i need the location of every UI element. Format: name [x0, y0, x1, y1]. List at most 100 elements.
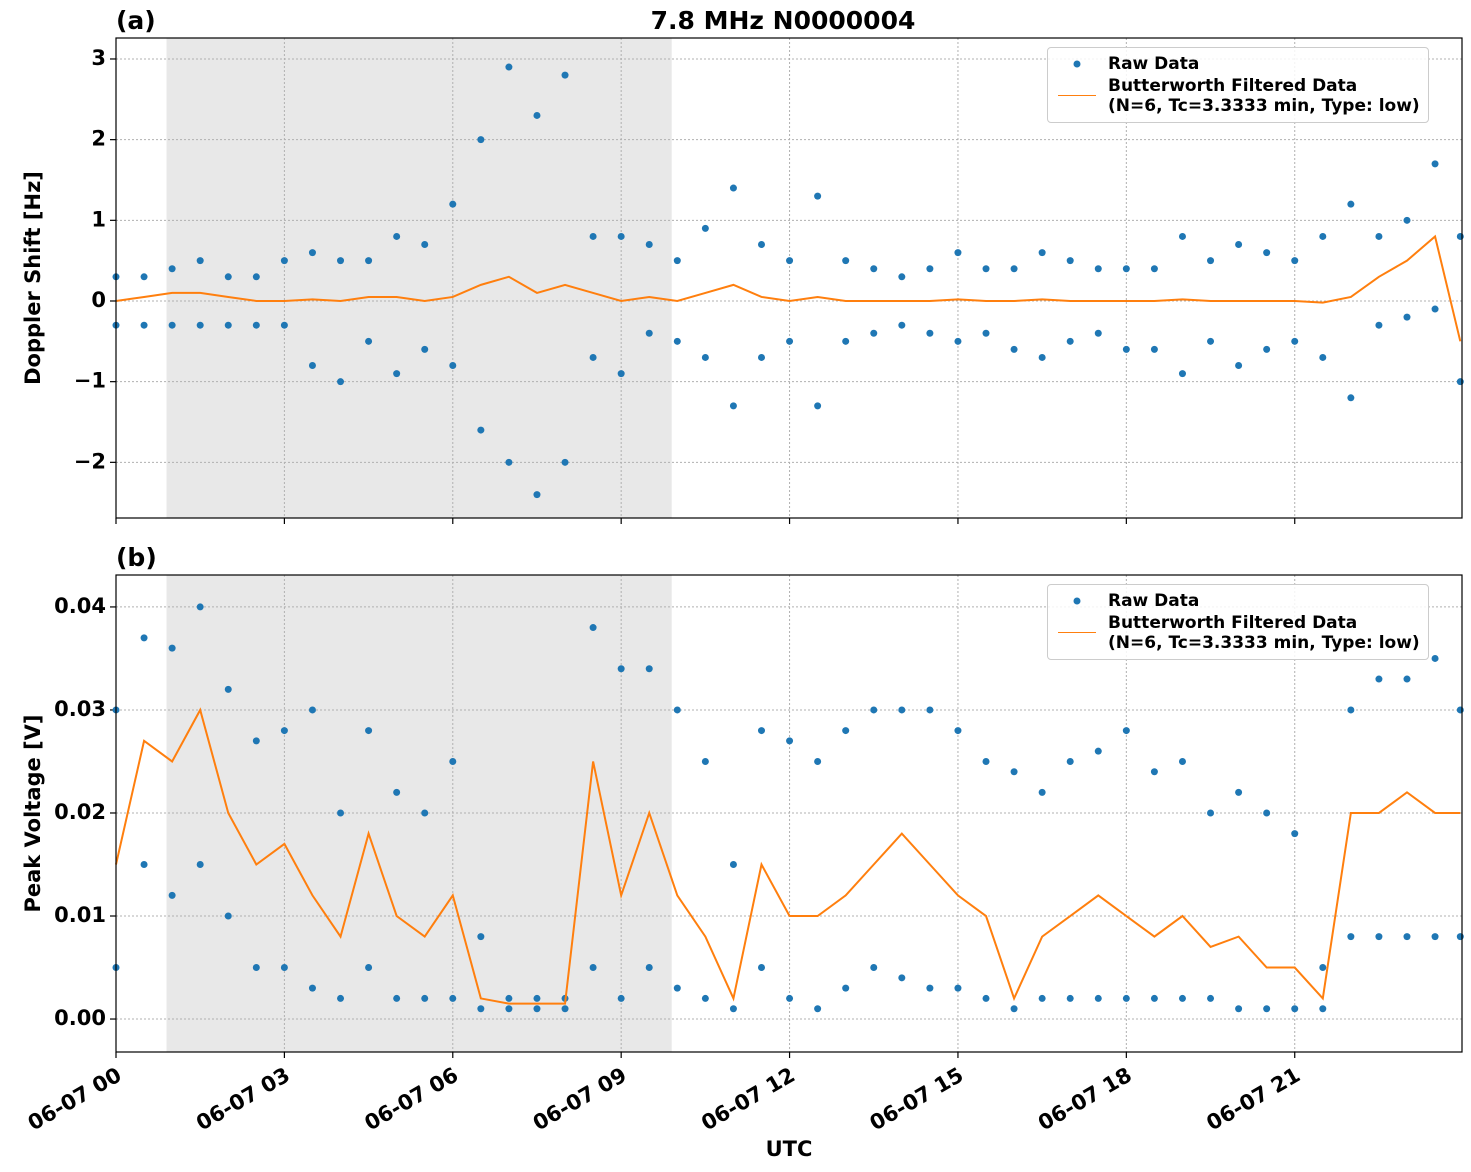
raw-point [673, 984, 681, 992]
raw-point [337, 257, 345, 265]
raw-point [1066, 257, 1074, 265]
raw-point [701, 353, 709, 361]
raw-point [308, 984, 316, 992]
raw-point [1375, 321, 1383, 329]
raw-point [252, 273, 260, 281]
raw-point [1010, 1005, 1018, 1013]
legend-label: Raw Data [1108, 591, 1200, 611]
raw-point [617, 370, 625, 378]
raw-point [1235, 241, 1243, 249]
raw-point [252, 737, 260, 745]
raw-point [477, 136, 485, 144]
y-tick-label: −2 [74, 449, 106, 473]
raw-point [1207, 257, 1215, 265]
raw-point [1456, 378, 1464, 386]
raw-point [224, 273, 232, 281]
raw-point [814, 402, 822, 410]
raw-point [365, 727, 373, 735]
raw-point [954, 337, 962, 345]
raw-point [421, 241, 429, 249]
raw-point [168, 321, 176, 329]
raw-point [898, 273, 906, 281]
raw-point [1319, 232, 1327, 240]
raw-point [589, 232, 597, 240]
raw-point [1263, 249, 1271, 257]
raw-point [842, 257, 850, 265]
raw-point [280, 321, 288, 329]
raw-point [729, 860, 737, 868]
raw-point [589, 353, 597, 361]
raw-point [757, 727, 765, 735]
raw-point [786, 994, 794, 1002]
raw-point [1291, 337, 1299, 345]
raw-point [365, 337, 373, 345]
chart-title: 7.8 MHz N0000004 [651, 6, 916, 35]
legend-swatch [1058, 632, 1096, 633]
raw-point [757, 353, 765, 361]
raw-point [1291, 1005, 1299, 1013]
raw-point [1403, 216, 1411, 224]
raw-point [1094, 994, 1102, 1002]
raw-point [196, 860, 204, 868]
plot-area [112, 603, 1464, 1013]
raw-point [645, 329, 653, 337]
raw-point [1178, 994, 1186, 1002]
raw-point [1038, 788, 1046, 796]
raw-point [337, 809, 345, 817]
raw-point [168, 891, 176, 899]
raw-point [898, 706, 906, 714]
y-tick-label: 0 [91, 288, 106, 312]
y-tick-label: 0.04 [54, 594, 106, 618]
raw-point [1375, 232, 1383, 240]
raw-point [252, 321, 260, 329]
raw-point [954, 984, 962, 992]
raw-point [1375, 675, 1383, 683]
raw-point [1263, 1005, 1271, 1013]
x-tick-label: 06-07 06 [360, 1063, 462, 1136]
raw-point [449, 994, 457, 1002]
raw-point [1178, 757, 1186, 765]
raw-point [1122, 265, 1130, 273]
raw-point [1150, 265, 1158, 273]
x-tick-label: 06-07 12 [697, 1063, 799, 1136]
legend: Raw Data Butterworth Filtered Data (N=6, … [1047, 47, 1429, 123]
raw-point [926, 706, 934, 714]
raw-point [365, 257, 373, 265]
raw-point [786, 737, 794, 745]
raw-point [1066, 337, 1074, 345]
axes-frame [115, 37, 1463, 519]
raw-point [533, 491, 541, 499]
raw-point [477, 933, 485, 941]
raw-point [898, 974, 906, 982]
filtered-line [115, 234, 1462, 342]
raw-point [477, 1005, 485, 1013]
x-tick-label: 06-07 09 [529, 1063, 631, 1136]
shaded-span [166, 575, 672, 1052]
raw-point [701, 224, 709, 232]
raw-point [1431, 160, 1439, 168]
raw-point [252, 964, 260, 972]
raw-point [393, 788, 401, 796]
raw-point [1431, 654, 1439, 662]
raw-point [1291, 257, 1299, 265]
raw-point [645, 964, 653, 972]
legend-swatch [1073, 597, 1081, 605]
raw-point [337, 994, 345, 1002]
raw-point [729, 184, 737, 192]
raw-point [673, 337, 681, 345]
raw-point [1403, 675, 1411, 683]
raw-point [224, 685, 232, 693]
raw-point [1010, 265, 1018, 273]
raw-point [1207, 994, 1215, 1002]
raw-point [870, 329, 878, 337]
raw-point [168, 265, 176, 273]
raw-point [1456, 933, 1464, 941]
y-tick-label: 0.03 [54, 697, 106, 721]
legend-label: Butterworth Filtered Data (N=6, Tc=3.333… [1108, 613, 1420, 653]
raw-point [533, 994, 541, 1002]
legend-swatch [1073, 60, 1081, 68]
raw-point [1010, 345, 1018, 353]
raw-point [982, 329, 990, 337]
